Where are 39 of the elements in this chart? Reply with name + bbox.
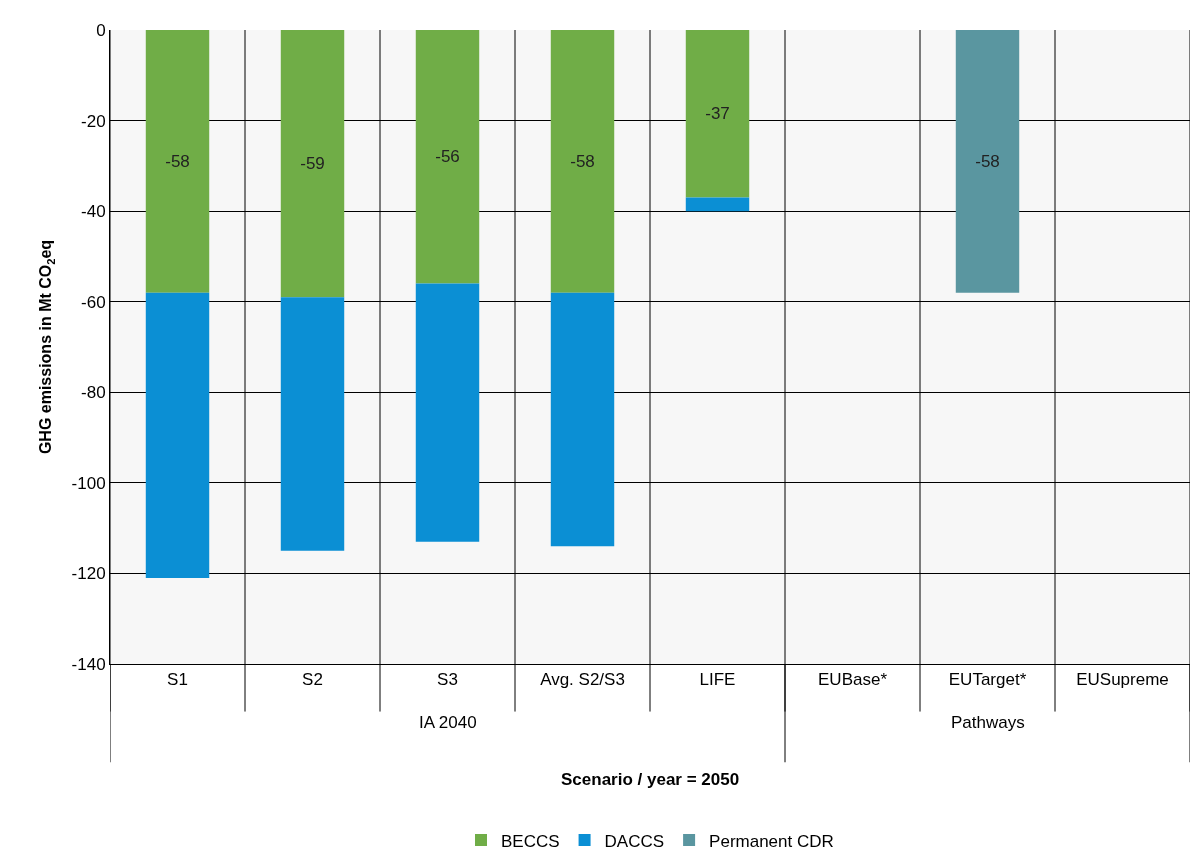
bar	[955, 30, 1020, 293]
data-label: -58	[975, 151, 1000, 171]
text: IA 2040	[419, 713, 477, 732]
x-tick-label: S3	[437, 670, 458, 690]
y-tick-label: -140	[71, 654, 106, 674]
legend-label: Permanent CDR	[709, 831, 834, 851]
legend-label: DACCS	[604, 831, 665, 851]
data-label: -37	[705, 104, 730, 124]
bar	[415, 30, 480, 284]
x-axis-title: Scenario / year = 2050	[561, 770, 740, 789]
y-tick-label: -40	[81, 202, 106, 222]
y-tick-label: -100	[71, 473, 106, 493]
x-tick-label: EUBase*	[818, 670, 888, 690]
y-tick-label: 0	[96, 20, 106, 40]
text: Pathways	[951, 713, 1025, 732]
y-tick-label: -60	[81, 292, 106, 312]
data-label: -56	[435, 147, 460, 167]
x-tick-label: S2	[302, 670, 323, 690]
x-tick-label: EUTarget*	[948, 670, 1027, 690]
bar	[685, 197, 750, 212]
bar	[415, 283, 480, 542]
y-tick-label: -20	[81, 111, 106, 131]
bar	[145, 292, 210, 578]
data-label: -59	[300, 154, 325, 174]
y-tick-label: -120	[71, 564, 106, 584]
data-label: -58	[570, 151, 595, 171]
x-tick-label: Avg. S2/S3	[540, 670, 625, 690]
legend-label: BECCS	[501, 831, 560, 851]
y-tick-label: -80	[81, 383, 106, 403]
bar	[280, 30, 345, 298]
x-tick-label: LIFE	[699, 670, 736, 690]
bar	[550, 292, 615, 547]
bar	[550, 30, 615, 293]
x-tick-label: EUSupreme	[1076, 670, 1169, 690]
x-tick-label: S1	[167, 670, 188, 690]
bar	[280, 297, 345, 551]
bar	[685, 30, 750, 198]
bar	[145, 30, 210, 293]
data-label: -58	[165, 151, 190, 171]
